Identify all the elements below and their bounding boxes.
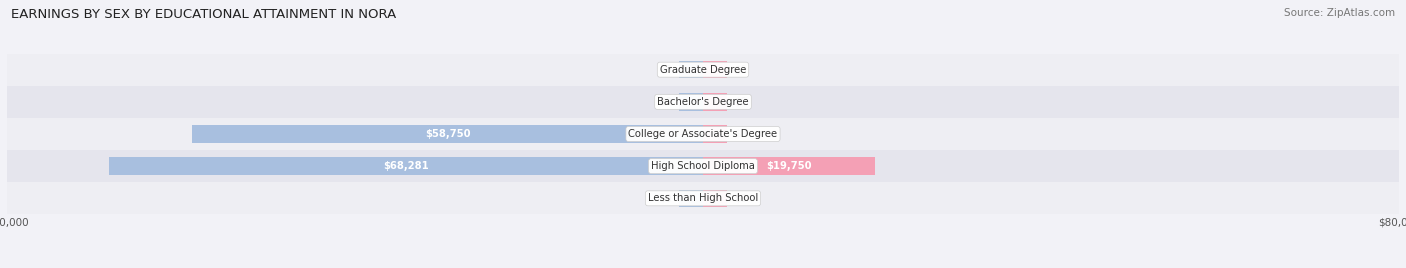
Bar [703, 61, 727, 78]
Text: Source: ZipAtlas.com: Source: ZipAtlas.com [1284, 8, 1395, 18]
Text: $0: $0 [734, 129, 747, 139]
Bar [7, 182, 1399, 214]
Text: Less than High School: Less than High School [648, 193, 758, 203]
Text: $0: $0 [734, 65, 747, 75]
Bar [191, 125, 703, 143]
Text: $0: $0 [659, 65, 672, 75]
Bar [7, 150, 1399, 182]
Text: Bachelor's Degree: Bachelor's Degree [657, 97, 749, 107]
Bar [703, 93, 727, 110]
Text: College or Associate's Degree: College or Associate's Degree [628, 129, 778, 139]
Bar [7, 86, 1399, 118]
Text: $0: $0 [734, 97, 747, 107]
Bar [679, 61, 703, 78]
Bar [110, 158, 703, 175]
Text: High School Diploma: High School Diploma [651, 161, 755, 171]
Text: Graduate Degree: Graduate Degree [659, 65, 747, 75]
Text: $0: $0 [659, 193, 672, 203]
Bar [7, 54, 1399, 86]
Bar [679, 93, 703, 110]
Text: $0: $0 [659, 97, 672, 107]
Text: $58,750: $58,750 [425, 129, 470, 139]
Bar [703, 158, 875, 175]
Bar [7, 118, 1399, 150]
Bar [703, 125, 727, 143]
Text: $19,750: $19,750 [766, 161, 811, 171]
Bar [679, 190, 703, 207]
Text: EARNINGS BY SEX BY EDUCATIONAL ATTAINMENT IN NORA: EARNINGS BY SEX BY EDUCATIONAL ATTAINMEN… [11, 8, 396, 21]
Text: $68,281: $68,281 [382, 161, 429, 171]
Text: $0: $0 [734, 193, 747, 203]
Bar [703, 190, 727, 207]
